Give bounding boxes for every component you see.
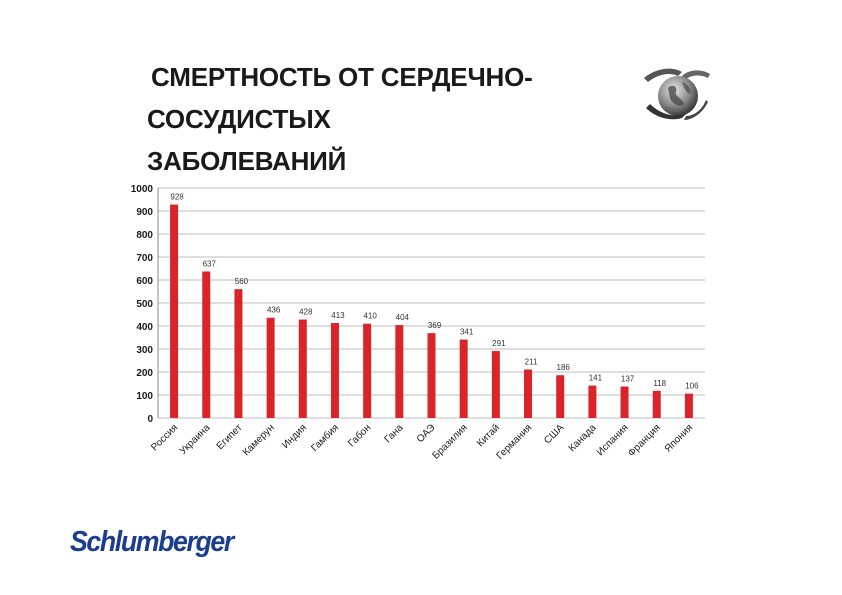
schlumberger-logo: Schlumberger <box>70 526 234 558</box>
data-label: 428 <box>299 308 313 317</box>
data-label: 637 <box>203 259 217 268</box>
x-tick-label: Египет <box>215 422 245 452</box>
x-tick-label: США <box>542 422 566 446</box>
data-label: 413 <box>331 311 345 320</box>
y-tick-label: 400 <box>136 322 153 333</box>
data-label: 186 <box>557 363 571 372</box>
data-label: 211 <box>525 357 538 366</box>
data-label: 436 <box>267 306 281 315</box>
x-tick-label: Испания <box>595 422 631 458</box>
x-tick-label: Гана <box>382 422 405 445</box>
x-tick-label: Индия <box>280 422 309 451</box>
data-label: 118 <box>653 379 666 388</box>
x-tick-label: ОАЭ <box>415 422 438 445</box>
y-tick-label: 200 <box>136 368 153 379</box>
bar <box>427 333 436 418</box>
bar <box>652 390 661 418</box>
data-label: 560 <box>235 277 249 286</box>
x-tick-label: Бразилия <box>430 422 469 461</box>
chart-canvas: 0 100 200 300 400 500 600 700 800 900 1000 928 Росси… <box>131 184 705 462</box>
y-tick-label: 1000 <box>131 184 154 195</box>
x-tick-label: Германия <box>495 422 534 461</box>
x-tick-label: Китай <box>475 422 502 449</box>
data-label: 341 <box>460 328 474 337</box>
title-line-1: СМЕРТНОСТЬ ОТ СЕРДЕЧНО- <box>151 62 533 92</box>
bar <box>620 386 629 418</box>
title-line-2: СОСУДИСТЫХ <box>147 104 331 134</box>
y-tick-label: 500 <box>136 299 153 310</box>
y-tick-label: 600 <box>136 276 153 287</box>
bar <box>556 375 565 418</box>
bar <box>266 317 275 418</box>
x-tick-label: Украина <box>178 422 213 457</box>
x-tick-label: Камерун <box>241 422 277 458</box>
bar <box>202 271 211 418</box>
y-tick-label: 800 <box>136 230 153 241</box>
bar <box>363 323 372 418</box>
x-tick-label: Гамбия <box>309 422 341 454</box>
bar <box>298 319 307 418</box>
bar <box>395 325 404 418</box>
x-tick-label: Франция <box>626 422 663 459</box>
y-tick-label: 700 <box>136 253 153 264</box>
y-tick-label: 900 <box>136 207 153 218</box>
y-tick-label: 300 <box>136 345 153 356</box>
bar <box>234 289 243 418</box>
bar <box>588 385 597 418</box>
title-line-3: ЗАБОЛЕВАНИЙ <box>147 146 347 176</box>
bar-chart: 0 100 200 300 400 500 600 700 800 900 1000 928 Росси… <box>118 178 718 478</box>
x-tick-label: Габон <box>346 422 374 450</box>
data-label: 928 <box>170 193 184 202</box>
globe-in-hands-icon <box>642 64 712 126</box>
data-label: 291 <box>492 339 506 348</box>
x-tick-label: Россия <box>149 422 180 453</box>
data-label: 106 <box>685 382 699 391</box>
y-tick-label: 0 <box>147 414 153 425</box>
data-label: 404 <box>396 313 410 322</box>
bar <box>491 351 500 418</box>
bar <box>459 339 468 418</box>
data-label: 141 <box>589 374 603 383</box>
data-label: 410 <box>363 312 377 321</box>
bar <box>170 204 179 418</box>
x-tick-label: Канада <box>567 422 599 454</box>
bar <box>684 393 693 418</box>
data-label: 137 <box>621 374 635 383</box>
bar <box>524 369 533 418</box>
data-label: 369 <box>428 321 442 330</box>
page-title: СМЕРТНОСТЬ ОТ СЕРДЕЧНО- СОСУДИСТЫХ ЗАБОЛ… <box>147 56 627 182</box>
bar <box>330 323 339 418</box>
y-tick-label: 100 <box>136 391 153 402</box>
x-tick-label: Япония <box>663 422 695 454</box>
